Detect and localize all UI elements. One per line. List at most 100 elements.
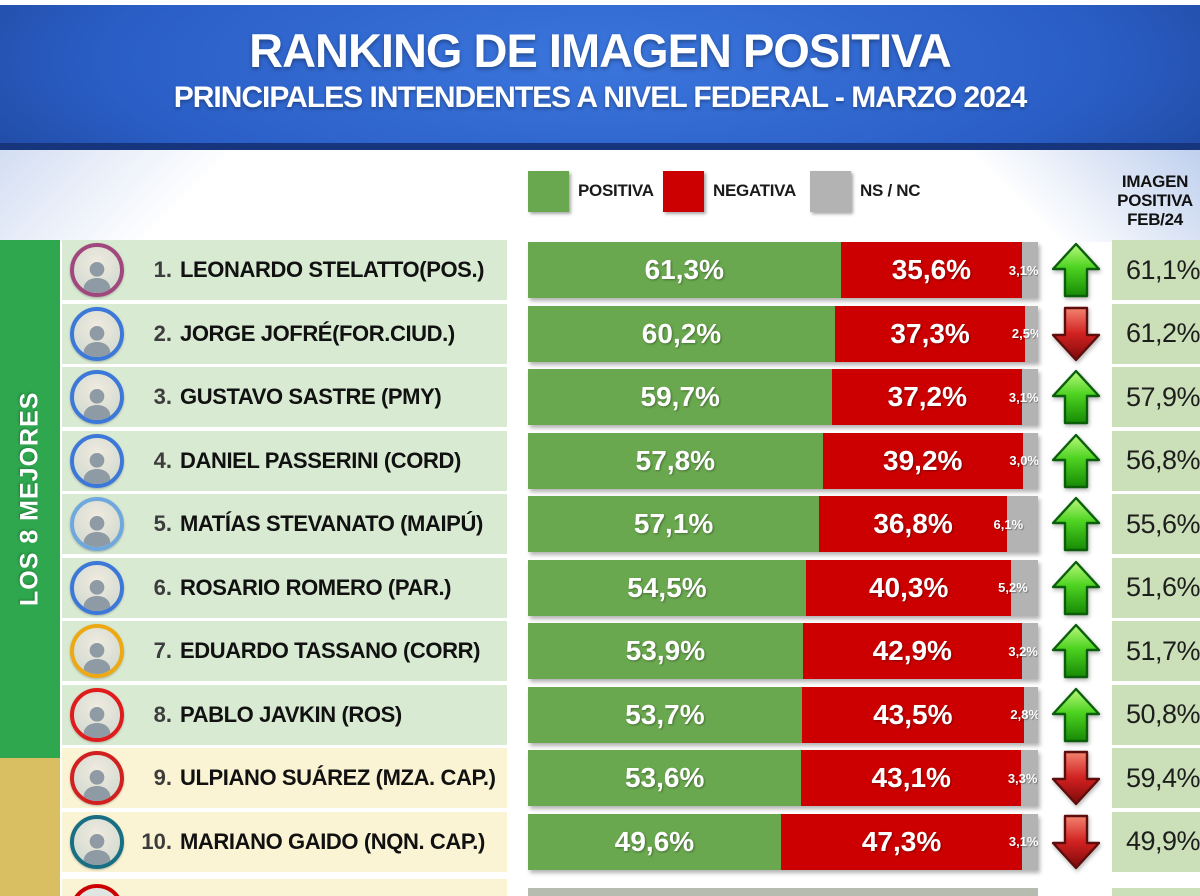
legend-label-positiva: POSITIVA (578, 181, 654, 200)
nsnc-value-label: 3,1% (1008, 389, 1038, 405)
mayor-avatar (70, 687, 124, 742)
rank-number: 1. (153, 257, 172, 282)
legend-swatch-positiva-icon (528, 170, 569, 212)
trend-arrow (1050, 306, 1102, 362)
bar-segment-nsnc (1025, 305, 1038, 362)
row-name-panel: 9. ULPIANO SUÁREZ (MZA. CAP.) (62, 748, 507, 808)
trend-arrow (1050, 496, 1102, 552)
nsnc-value-label: 2,5% (1011, 326, 1038, 341)
stacked-bar: 53,6% 43,1% 3,3% (528, 750, 1038, 806)
trend-arrow (1050, 623, 1102, 679)
page-title: RANKING DE IMAGEN POSITIVA (249, 24, 952, 77)
nsnc-value-label: 2,8% (1010, 707, 1038, 722)
positiva-value-label: 49,6% (614, 825, 695, 857)
arrow-up-icon (1051, 687, 1101, 742)
ranking-row: 8. PABLO JAVKIN (ROS) 53,7% 43,5% 2,8% 5… (0, 684, 1200, 745)
bar-segment-positiva: 57,8% (528, 432, 823, 489)
mayor-avatar (70, 243, 124, 297)
bar-segment-nsnc (1022, 813, 1038, 870)
rank-number: 3. (153, 384, 172, 409)
ranking-row: 1. LEONARDO STELATTO(POS.) 61,3% 35,6% 3… (0, 240, 1200, 300)
prev-header-line3: FEB/24 (1127, 210, 1183, 229)
ranking-row: 7. EDUARDO TASSANO (CORR) 53,9% 42,9% 3,… (0, 621, 1200, 681)
arrow-up-icon (1051, 242, 1101, 298)
trend-arrow (1050, 242, 1102, 298)
rank-number: 7. (153, 638, 172, 663)
bar-segment-positiva: 59,7% (528, 369, 833, 425)
arrow-down-icon (1051, 814, 1101, 869)
positiva-value-label: 57,1% (633, 508, 714, 539)
negativa-value-label: 43,1% (871, 762, 951, 793)
partial-row-bar (528, 888, 1038, 896)
ranking-row: 5. MATÍAS STEVANATO (MAIPÚ) 57,1% 36,8% … (0, 494, 1200, 554)
bar-segment-negativa: 36,8% (819, 496, 1007, 552)
mayor-name: MARIANO GAIDO (NQN. CAP.) (180, 828, 485, 854)
positiva-value-label: 53,9% (625, 635, 706, 666)
stacked-bar: 61,3% 35,6% 3,1% (528, 242, 1038, 298)
legend-item-nsnc: NS / NC (810, 170, 921, 212)
rank-number: 10. (141, 828, 172, 854)
arrow-up-icon (1051, 623, 1101, 679)
positiva-value-label: 53,7% (625, 698, 705, 730)
bar-segment-negativa: 35,6% (840, 242, 1023, 298)
negativa-value-label: 39,2% (883, 444, 963, 476)
person-silhouette-icon (83, 262, 111, 293)
corner-gradient-right (900, 150, 1200, 242)
bar-segment-negativa: 39,2% (822, 432, 1023, 489)
partial-row-background (62, 879, 507, 896)
trend-arrow (1050, 560, 1102, 616)
mayor-name: LEONARDO STELATTO(POS.) (180, 257, 485, 282)
stacked-bar: 54,5% 40,3% 5,2% (528, 559, 1038, 616)
previous-value-cell: 56,8% (1112, 430, 1200, 491)
row-name-panel: 8. PABLO JAVKIN (ROS) (62, 684, 507, 745)
previous-value-cell: 51,7% (1112, 621, 1200, 681)
bar-segment-nsnc (1021, 750, 1038, 806)
stacked-bar: 59,7% 37,2% 3,1% (528, 369, 1038, 425)
rank-number: 9. (153, 765, 172, 790)
ranking-row: 2. JORGE JOFRÉ(FOR.CIUD.) 60,2% 37,3% 2,… (0, 303, 1200, 364)
bar-segment-negativa: 37,3% (835, 305, 1026, 362)
stacked-bar: 57,1% 36,8% 6,1% (528, 496, 1038, 552)
legend-label-nsnc: NS / NC (860, 181, 921, 200)
bar-segment-nsnc (1023, 686, 1038, 743)
person-silhouette-icon (83, 706, 111, 738)
bar-segment-negativa: 43,5% (801, 686, 1024, 743)
row-name-panel: 3. GUSTAVO SASTRE (PMY) (62, 367, 507, 427)
prev-header-line2: POSITIVA (1117, 191, 1193, 210)
prev-column-header: IMAGEN POSITIVA FEB/24 (1110, 172, 1200, 229)
row-name-panel: 7. EDUARDO TASSANO (CORR) (62, 621, 507, 681)
mayor-avatar (70, 497, 124, 551)
row-name-panel: 1. LEONARDO STELATTO(POS.) (62, 240, 507, 300)
rank-number: 8. (153, 701, 172, 727)
bar-segment-negativa: 40,3% (805, 559, 1012, 616)
person-silhouette-icon (83, 452, 111, 484)
rank-number: 5. (153, 511, 172, 536)
negativa-value-label: 47,3% (861, 825, 942, 857)
person-silhouette-icon (83, 516, 111, 547)
person-silhouette-icon (83, 325, 111, 357)
trend-arrow (1050, 369, 1102, 425)
positiva-value-label: 59,7% (640, 381, 720, 412)
legend-label-negativa: NEGATIVA (713, 181, 796, 200)
negativa-value-label: 40,3% (868, 571, 949, 603)
legend-swatch-nsnc-icon (810, 170, 851, 212)
bar-segment-nsnc (1021, 623, 1038, 679)
stacked-bar: 53,9% 42,9% 3,2% (528, 623, 1038, 679)
bar-segment-positiva: 53,9% (528, 623, 803, 679)
bar-segment-positiva: 54,5% (528, 559, 806, 616)
mayor-name: DANIEL PASSERINI (CORD) (180, 447, 461, 473)
mayor-avatar (70, 560, 124, 615)
stacked-bar: 53,7% 43,5% 2,8% (528, 686, 1038, 743)
nsnc-value-label: 3,3% (1007, 770, 1038, 786)
nsnc-value-label: 3,2% (1008, 643, 1038, 659)
nsnc-value-label: 6,1% (993, 516, 1024, 532)
nsnc-value-label: 3,1% (1008, 834, 1038, 849)
legend-item-negativa: NEGATIVA (663, 170, 796, 212)
negativa-value-label: 43,5% (873, 698, 953, 730)
bar-segment-positiva: 53,7% (528, 686, 802, 743)
person-silhouette-icon (83, 833, 111, 865)
mayor-avatar (70, 306, 124, 361)
prev-header-line1: IMAGEN (1121, 172, 1189, 191)
row-name-panel: 5. MATÍAS STEVANATO (MAIPÚ) (62, 494, 507, 554)
